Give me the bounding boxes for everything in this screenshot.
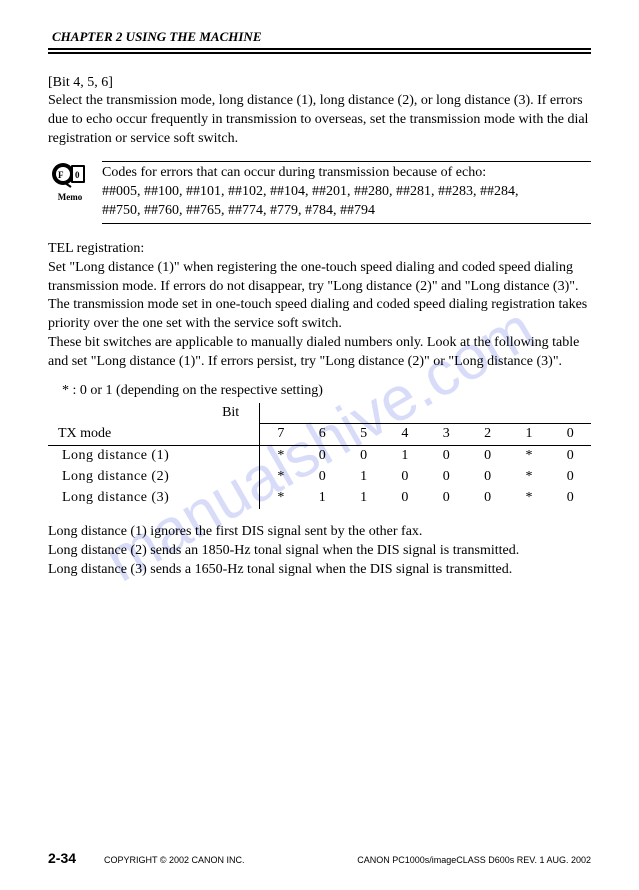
memo-box: F 0 Memo Codes for errors that can occur…	[48, 161, 591, 224]
col-0: 0	[550, 424, 591, 446]
page-number: 2-34	[48, 849, 76, 868]
bit-cell: *	[260, 467, 302, 488]
bit-cell: 0	[467, 467, 508, 488]
chapter-header: CHAPTER 2 USING THE MACHINE	[52, 28, 591, 46]
tel-heading: TEL registration:	[48, 240, 591, 259]
bit-cell: 0	[384, 467, 425, 488]
memo-line3: ##750, ##760, ##765, ##774, #779, #784, …	[102, 202, 591, 221]
svg-text:F: F	[58, 170, 64, 180]
memo-line2: ##005, ##100, ##101, ##102, ##104, ##201…	[102, 183, 591, 202]
col-4: 4	[384, 424, 425, 446]
col-5: 5	[343, 424, 384, 446]
bit-cell: 1	[384, 446, 425, 467]
table-row: Long distance (2)*01000*0	[48, 467, 591, 488]
tel-p3: These bit switches are applicable to man…	[48, 334, 591, 372]
bit-cell: 0	[426, 446, 467, 467]
bit-cell: 0	[550, 488, 591, 509]
bit-cell: 0	[426, 467, 467, 488]
bit-cell: 0	[343, 446, 384, 467]
ld3: Long distance (3) sends a 1650-Hz tonal …	[48, 561, 591, 580]
bit-cell: 1	[343, 488, 384, 509]
bit-cell: *	[260, 446, 302, 467]
bit-table: Bit TX mode 7 6 5 4 3 2 1 0 Long distanc…	[48, 403, 591, 509]
bit-cell: 0	[384, 488, 425, 509]
col-1: 1	[508, 424, 549, 446]
bit-cell: *	[508, 446, 549, 467]
bit-cell: *	[508, 488, 549, 509]
bit-cell: 0	[467, 488, 508, 509]
intro-paragraph: Select the transmission mode, long dista…	[48, 92, 591, 149]
memo-text: Codes for errors that can occur during t…	[102, 161, 591, 224]
row-label: Long distance (1)	[48, 446, 260, 467]
col-3: 3	[426, 424, 467, 446]
col-6: 6	[302, 424, 343, 446]
memo-label: Memo	[48, 191, 92, 203]
bit-col-label: Bit	[48, 403, 260, 424]
bit-label: [Bit 4, 5, 6]	[48, 74, 591, 93]
ld1: Long distance (1) ignores the first DIS …	[48, 523, 591, 542]
row-label: Long distance (3)	[48, 488, 260, 509]
table-row: Long distance (1)*00100*0	[48, 446, 591, 467]
memo-icon: F 0 Memo	[48, 161, 92, 203]
bit-cell: 0	[302, 446, 343, 467]
col-2: 2	[467, 424, 508, 446]
col-7: 7	[260, 424, 302, 446]
header-rule	[48, 48, 591, 54]
bit-cell: 0	[550, 467, 591, 488]
bit-cell: *	[260, 488, 302, 509]
copyright: COPYRIGHT © 2002 CANON INC.	[104, 854, 245, 866]
memo-line1: Codes for errors that can occur during t…	[102, 164, 591, 183]
bit-cell: 1	[343, 467, 384, 488]
footer: 2-34 COPYRIGHT © 2002 CANON INC. CANON P…	[48, 849, 591, 868]
table-note: * : 0 or 1 (depending on the respective …	[62, 382, 591, 401]
ld2: Long distance (2) sends an 1850-Hz tonal…	[48, 542, 591, 561]
bit-cell: 0	[426, 488, 467, 509]
revision: CANON PC1000s/imageCLASS D600s REV. 1 AU…	[357, 854, 591, 866]
table-row: Long distance (3)*11000*0	[48, 488, 591, 509]
bit-cell: *	[508, 467, 549, 488]
svg-text:0: 0	[75, 170, 80, 180]
tx-mode-label: TX mode	[48, 424, 260, 446]
bit-cell: 0	[467, 446, 508, 467]
bit-cell: 0	[302, 467, 343, 488]
bit-cell: 1	[302, 488, 343, 509]
bit-cell: 0	[550, 446, 591, 467]
tel-p1: Set "Long distance (1)" when registering…	[48, 259, 591, 297]
row-label: Long distance (2)	[48, 467, 260, 488]
tel-p2: The transmission mode set in one-touch s…	[48, 296, 591, 334]
